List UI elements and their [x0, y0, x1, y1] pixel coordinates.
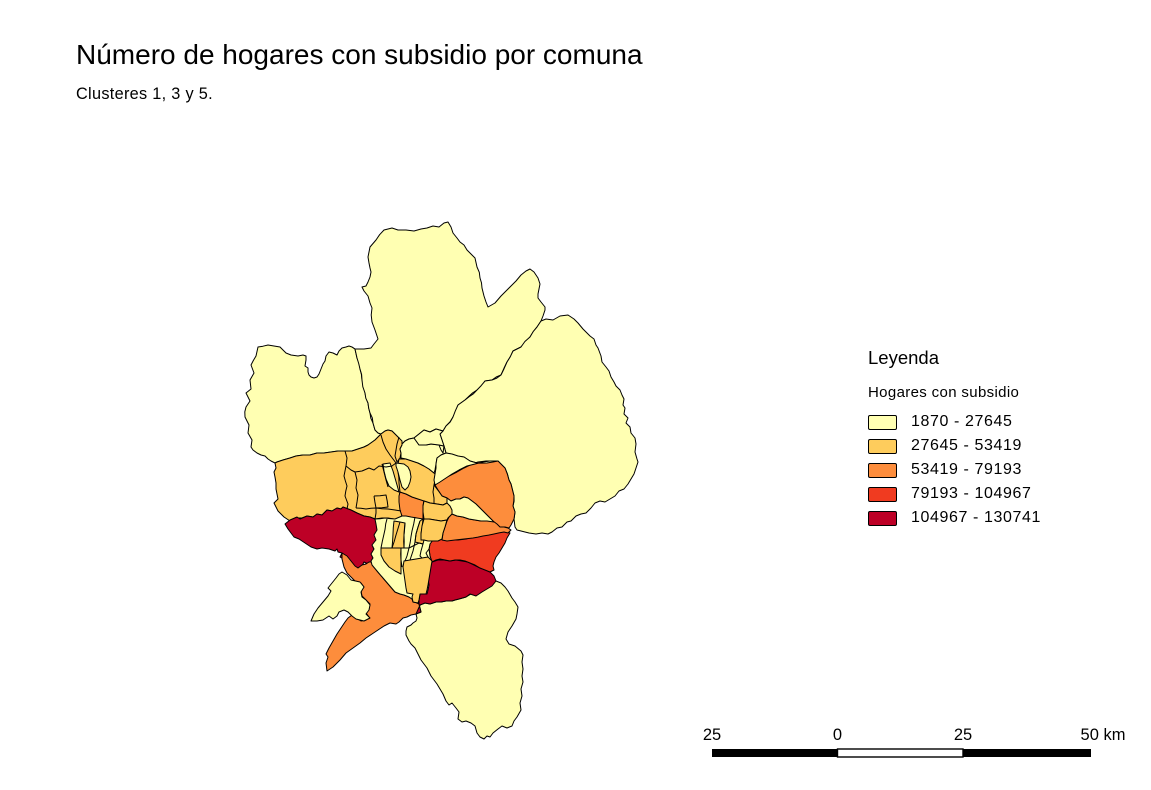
svg-text:25: 25	[954, 726, 972, 744]
svg-text:25: 25	[703, 726, 721, 744]
svg-text:50 km: 50 km	[1081, 726, 1126, 744]
svg-text:0: 0	[833, 726, 842, 744]
